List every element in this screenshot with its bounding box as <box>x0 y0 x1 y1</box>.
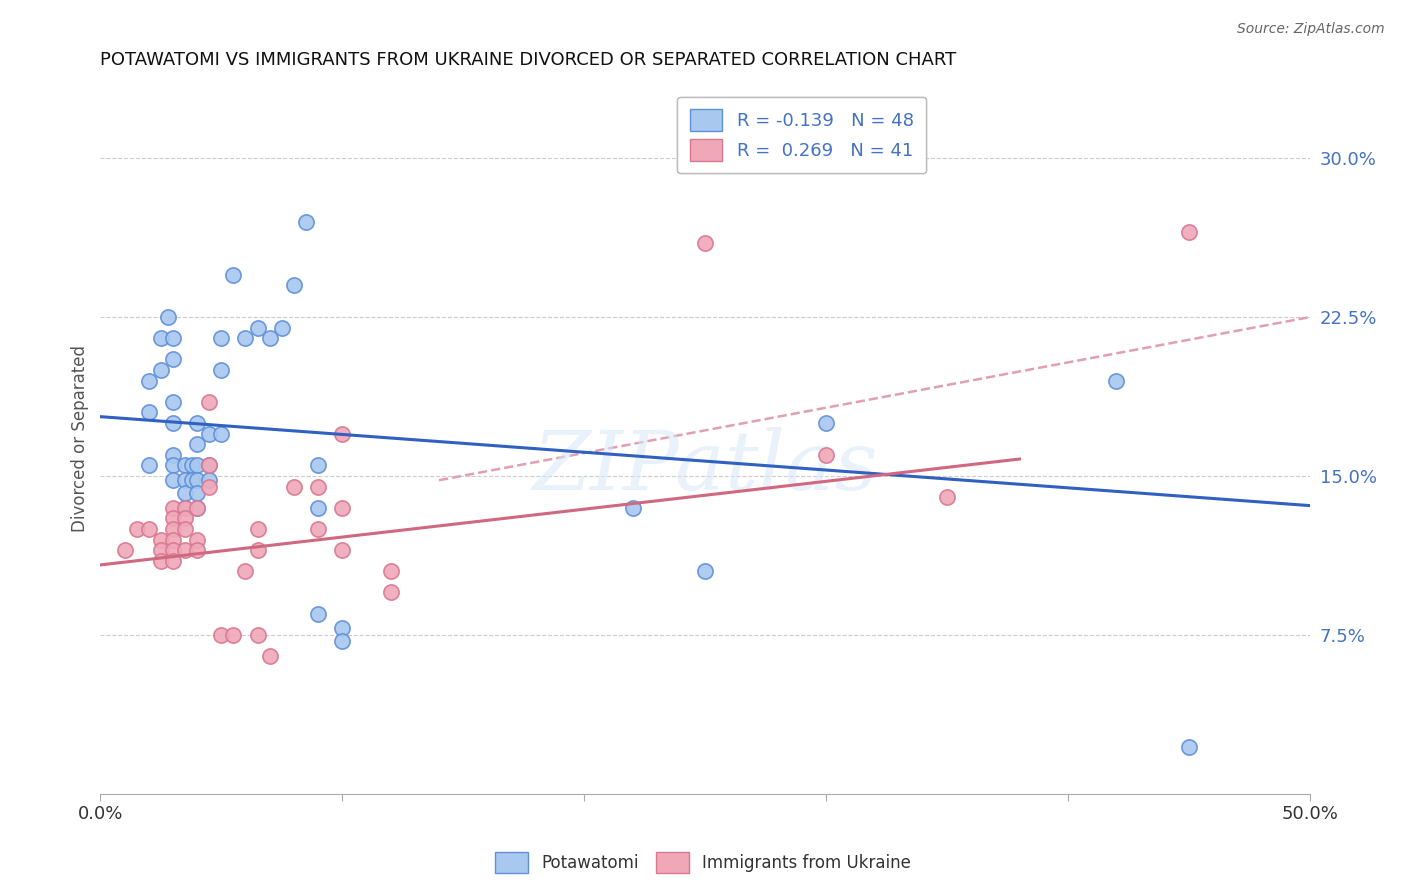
Point <box>186 500 208 515</box>
Point <box>1178 740 1201 755</box>
Point <box>162 352 184 367</box>
Point <box>307 500 329 515</box>
Point <box>295 215 318 229</box>
Point <box>283 278 305 293</box>
Legend: Potawatomi, Immigrants from Ukraine: Potawatomi, Immigrants from Ukraine <box>488 846 918 880</box>
Point <box>259 331 281 345</box>
Point <box>174 500 197 515</box>
Point <box>259 648 281 663</box>
Point <box>693 564 716 578</box>
Point <box>936 490 959 504</box>
Text: Source: ZipAtlas.com: Source: ZipAtlas.com <box>1237 22 1385 37</box>
Point <box>181 458 204 473</box>
Point <box>246 543 269 558</box>
Point <box>815 416 838 430</box>
Text: ZIPatlas: ZIPatlas <box>533 427 877 508</box>
Point <box>621 500 644 515</box>
Point <box>174 458 197 473</box>
Point <box>1105 374 1128 388</box>
Point <box>209 331 232 345</box>
Point <box>209 628 232 642</box>
Point <box>174 486 197 500</box>
Legend: R = -0.139   N = 48, R =  0.269   N = 41: R = -0.139 N = 48, R = 0.269 N = 41 <box>678 96 927 173</box>
Point <box>330 543 353 558</box>
Point <box>307 522 329 536</box>
Point <box>198 394 221 409</box>
Point <box>149 543 172 558</box>
Point <box>162 416 184 430</box>
Point <box>693 235 716 250</box>
Point <box>174 511 197 525</box>
Point <box>162 554 184 568</box>
Point <box>198 473 221 487</box>
Text: POTAWATOMI VS IMMIGRANTS FROM UKRAINE DIVORCED OR SEPARATED CORRELATION CHART: POTAWATOMI VS IMMIGRANTS FROM UKRAINE DI… <box>100 51 956 69</box>
Point <box>162 543 184 558</box>
Point <box>125 522 148 536</box>
Point <box>162 500 184 515</box>
Point <box>162 394 184 409</box>
Point <box>157 310 180 325</box>
Point <box>186 543 208 558</box>
Point <box>138 405 160 419</box>
Point <box>198 458 221 473</box>
Point <box>815 448 838 462</box>
Point <box>198 458 221 473</box>
Point <box>270 320 292 334</box>
Point <box>186 416 208 430</box>
Point <box>283 479 305 493</box>
Point <box>209 363 232 377</box>
Point <box>186 473 208 487</box>
Point <box>162 522 184 536</box>
Point <box>307 479 329 493</box>
Point <box>330 500 353 515</box>
Point <box>162 458 184 473</box>
Point <box>307 607 329 621</box>
Point <box>330 426 353 441</box>
Point <box>186 486 208 500</box>
Point <box>380 564 402 578</box>
Point <box>222 628 245 642</box>
Point <box>186 533 208 547</box>
Point <box>162 533 184 547</box>
Point <box>186 458 208 473</box>
Point <box>186 500 208 515</box>
Point <box>138 458 160 473</box>
Point <box>235 564 257 578</box>
Point <box>149 363 172 377</box>
Point <box>174 500 197 515</box>
Point <box>174 543 197 558</box>
Y-axis label: Divorced or Separated: Divorced or Separated <box>72 345 89 533</box>
Point <box>162 331 184 345</box>
Point <box>222 268 245 282</box>
Point <box>181 473 204 487</box>
Point <box>1178 226 1201 240</box>
Point <box>149 331 172 345</box>
Point <box>235 331 257 345</box>
Point <box>138 522 160 536</box>
Point <box>138 374 160 388</box>
Point <box>307 458 329 473</box>
Point <box>149 533 172 547</box>
Point <box>380 585 402 599</box>
Point <box>246 628 269 642</box>
Point <box>174 522 197 536</box>
Point <box>246 522 269 536</box>
Point <box>174 473 197 487</box>
Point <box>162 511 184 525</box>
Point <box>114 543 136 558</box>
Point <box>209 426 232 441</box>
Point <box>186 437 208 451</box>
Point <box>330 634 353 648</box>
Point <box>198 479 221 493</box>
Point <box>198 426 221 441</box>
Point <box>330 622 353 636</box>
Point <box>246 320 269 334</box>
Point <box>149 554 172 568</box>
Point <box>162 473 184 487</box>
Point <box>162 448 184 462</box>
